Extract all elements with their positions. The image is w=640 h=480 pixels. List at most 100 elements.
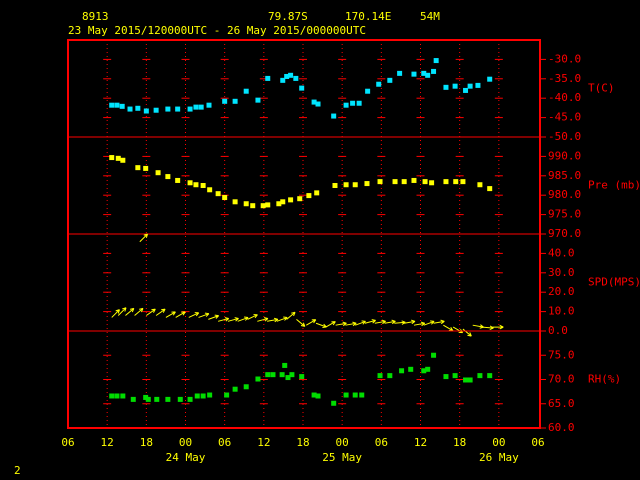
data-point [422, 179, 428, 185]
data-point [352, 392, 358, 398]
wind-arrow [482, 325, 494, 331]
data-point [207, 187, 213, 193]
data-point [155, 170, 161, 176]
data-point [114, 393, 120, 399]
data-point [154, 396, 160, 402]
y-axis-label: SPD(MPS) [588, 276, 640, 289]
y-tick-label: 65.0 [548, 397, 575, 410]
data-point [265, 75, 271, 81]
wind-arrow [472, 324, 484, 329]
data-point [314, 190, 320, 196]
plot-frame [67, 39, 541, 429]
data-point [143, 394, 149, 400]
date-label: 25 May [322, 451, 362, 464]
data-point [467, 83, 473, 89]
wind-arrow [257, 317, 269, 322]
wind-arrow [267, 317, 279, 323]
data-point [243, 88, 249, 94]
y-tick-label: 40.0 [548, 246, 575, 259]
y-tick-label: -45.0 [548, 111, 581, 124]
data-point [200, 393, 206, 399]
wind-arrow [404, 319, 416, 325]
data-point [359, 392, 365, 398]
page-number: 2 [14, 464, 21, 477]
data-point [431, 352, 437, 358]
data-point [175, 177, 181, 183]
latitude: 79.87S [268, 10, 308, 23]
data-point [143, 165, 149, 171]
data-point [397, 70, 403, 76]
data-point [288, 197, 294, 203]
data-point [431, 68, 437, 74]
data-point [215, 191, 221, 197]
data-point [120, 157, 126, 163]
data-point [270, 372, 276, 378]
data-point [232, 199, 238, 205]
data-point [135, 105, 141, 111]
data-point [222, 195, 228, 201]
data-point [332, 183, 338, 188]
data-point [224, 392, 230, 398]
wind-arrow [355, 320, 366, 326]
data-point [453, 179, 459, 185]
data-point [429, 180, 435, 186]
data-point [364, 181, 370, 187]
data-point [460, 179, 466, 185]
station-id: 8913 [82, 10, 109, 23]
data-point [350, 100, 356, 106]
data-point [165, 174, 171, 180]
data-point [289, 372, 295, 378]
date-label: 24 May [166, 451, 206, 464]
y-tick-label: -35.0 [548, 72, 581, 85]
wind-arrow [443, 324, 454, 332]
y-tick-label: 30.0 [548, 266, 575, 279]
data-point [343, 392, 349, 398]
data-point [443, 374, 449, 380]
data-point [175, 106, 181, 112]
elevation: 54M [420, 10, 440, 23]
data-point [109, 393, 115, 399]
data-point [115, 155, 121, 161]
data-point [487, 186, 493, 192]
data-point [311, 392, 317, 398]
data-point [356, 100, 362, 106]
data-point [392, 179, 398, 185]
data-point [343, 182, 349, 188]
data-point [276, 201, 282, 207]
y-tick-label: 75.0 [548, 348, 575, 361]
data-point [265, 202, 271, 208]
x-tick-label: 18 [453, 436, 466, 449]
data-point [206, 102, 212, 108]
data-point [177, 396, 183, 402]
x-tick-label: 06 [531, 436, 544, 449]
data-point [120, 393, 126, 399]
data-point [475, 82, 481, 88]
data-point [297, 196, 303, 202]
data-point [282, 362, 288, 368]
data-point [433, 58, 439, 64]
date-label: 26 May [479, 451, 519, 464]
data-point [377, 179, 383, 185]
wind-arrow [146, 308, 156, 316]
data-point [343, 102, 349, 108]
wind-arrow [247, 314, 258, 320]
y-tick-label: 20.0 [548, 285, 575, 298]
y-tick-label: 0.0 [548, 324, 568, 337]
y-tick-label: 980.0 [548, 188, 581, 201]
data-point [135, 165, 141, 171]
data-point [119, 103, 125, 109]
data-point [265, 372, 271, 378]
wind-arrow [315, 322, 327, 328]
data-point [207, 392, 213, 398]
data-point [352, 182, 358, 188]
x-tick-label: 18 [140, 436, 153, 449]
data-point [293, 75, 299, 81]
data-point [299, 85, 305, 91]
data-point [411, 71, 417, 77]
data-point [306, 193, 312, 199]
y-tick-label: 975.0 [548, 208, 581, 221]
x-tick-label: 12 [101, 436, 114, 449]
wind-arrow [433, 319, 445, 325]
